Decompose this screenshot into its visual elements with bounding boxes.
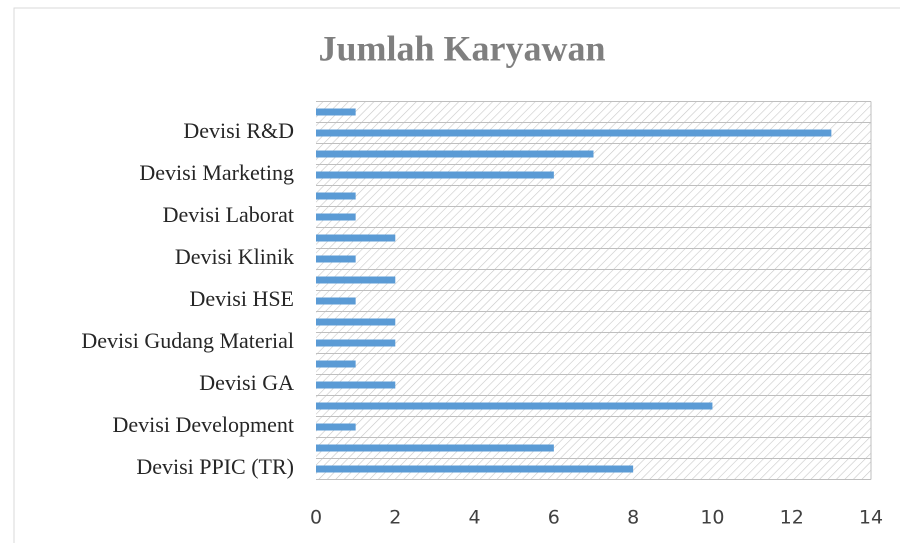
bar (316, 360, 356, 368)
x-tick-label: 8 (627, 507, 639, 529)
bar (316, 129, 832, 137)
bar (316, 255, 356, 263)
bar (316, 465, 634, 473)
chart-frame (13, 7, 900, 543)
y-tick-label: Devisi R&D (183, 118, 294, 143)
bar (316, 297, 356, 305)
x-tick-label: 6 (548, 507, 560, 529)
y-tick-label: Devisi Marketing (139, 160, 294, 185)
bar (316, 444, 554, 452)
y-tick-label: Devisi Laborat (163, 202, 294, 227)
y-tick-label: Devisi PPIC (TR) (136, 454, 294, 479)
y-tick-label: Devisi GA (199, 370, 294, 395)
x-tick-label: 14 (859, 507, 883, 529)
x-tick-label: 0 (310, 507, 322, 529)
bar (316, 108, 356, 116)
x-tick-label: 4 (469, 507, 481, 529)
y-tick-label: Devisi HSE (190, 286, 295, 311)
bar (316, 213, 356, 221)
bar (316, 318, 396, 326)
y-tick-label: Devisi Development (113, 412, 294, 437)
bar (316, 339, 396, 347)
y-tick-label: Devisi Klinik (175, 244, 294, 269)
x-tick-label: 2 (389, 507, 401, 529)
bar (316, 192, 356, 200)
bar (316, 171, 554, 179)
bar (316, 423, 356, 431)
bar (316, 234, 396, 242)
x-tick-label: 12 (780, 507, 804, 529)
bar (316, 150, 594, 158)
bar (316, 381, 396, 389)
x-tick-label: 10 (700, 507, 724, 529)
chart-title: Jumlah Karyawan (318, 28, 605, 68)
y-tick-label: Devisi Gudang Material (81, 328, 294, 353)
bar (316, 276, 396, 284)
bar (316, 402, 713, 410)
